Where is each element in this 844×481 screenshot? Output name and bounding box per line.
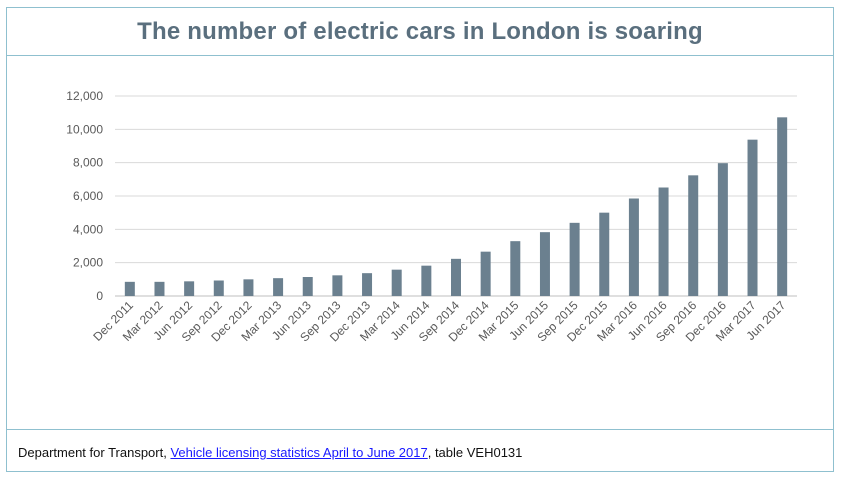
bar <box>688 175 699 296</box>
bar <box>480 251 491 296</box>
title-box: The number of electric cars in London is… <box>7 8 833 56</box>
bar <box>451 258 461 296</box>
bar <box>628 198 639 296</box>
bar <box>510 241 521 296</box>
chart-area: 0 2,000 4,000 6,000 8,000 10,000 12,000 Dec 201… <box>7 56 833 429</box>
y-tick-label: 4,000 <box>73 222 103 236</box>
y-tick-label: 10,000 <box>66 122 103 136</box>
bar <box>362 273 373 296</box>
source-footer: Department for Transport, Vehicle licens… <box>7 429 833 471</box>
y-tick-label: 12,000 <box>66 89 103 103</box>
y-tick-label: 6,000 <box>73 189 103 203</box>
bar <box>569 222 580 296</box>
source-suffix: , table VEH0131 <box>427 445 523 460</box>
chart-title: The number of electric cars in London is… <box>137 17 703 45</box>
bar <box>332 275 343 296</box>
y-tick-label: 0 <box>96 289 103 303</box>
source-prefix: Department for Transport, <box>18 445 171 460</box>
bar <box>777 117 788 296</box>
chart-frame: The number of electric cars in London is… <box>6 7 834 472</box>
bar <box>421 265 432 296</box>
y-tick-label: 8,000 <box>73 156 103 170</box>
bar <box>658 187 669 296</box>
bar <box>124 281 135 296</box>
source-link[interactable]: Vehicle licensing statistics April to Ju… <box>170 445 428 460</box>
bar <box>273 278 284 296</box>
bar <box>391 269 402 296</box>
bar <box>539 232 550 296</box>
bar <box>154 281 165 296</box>
bar <box>302 277 313 296</box>
y-tick-label: 2,000 <box>73 256 103 270</box>
bar <box>599 212 610 296</box>
bar <box>213 280 224 296</box>
bar <box>747 139 758 296</box>
bar <box>184 281 195 296</box>
bar <box>717 163 728 296</box>
bar <box>243 279 254 296</box>
